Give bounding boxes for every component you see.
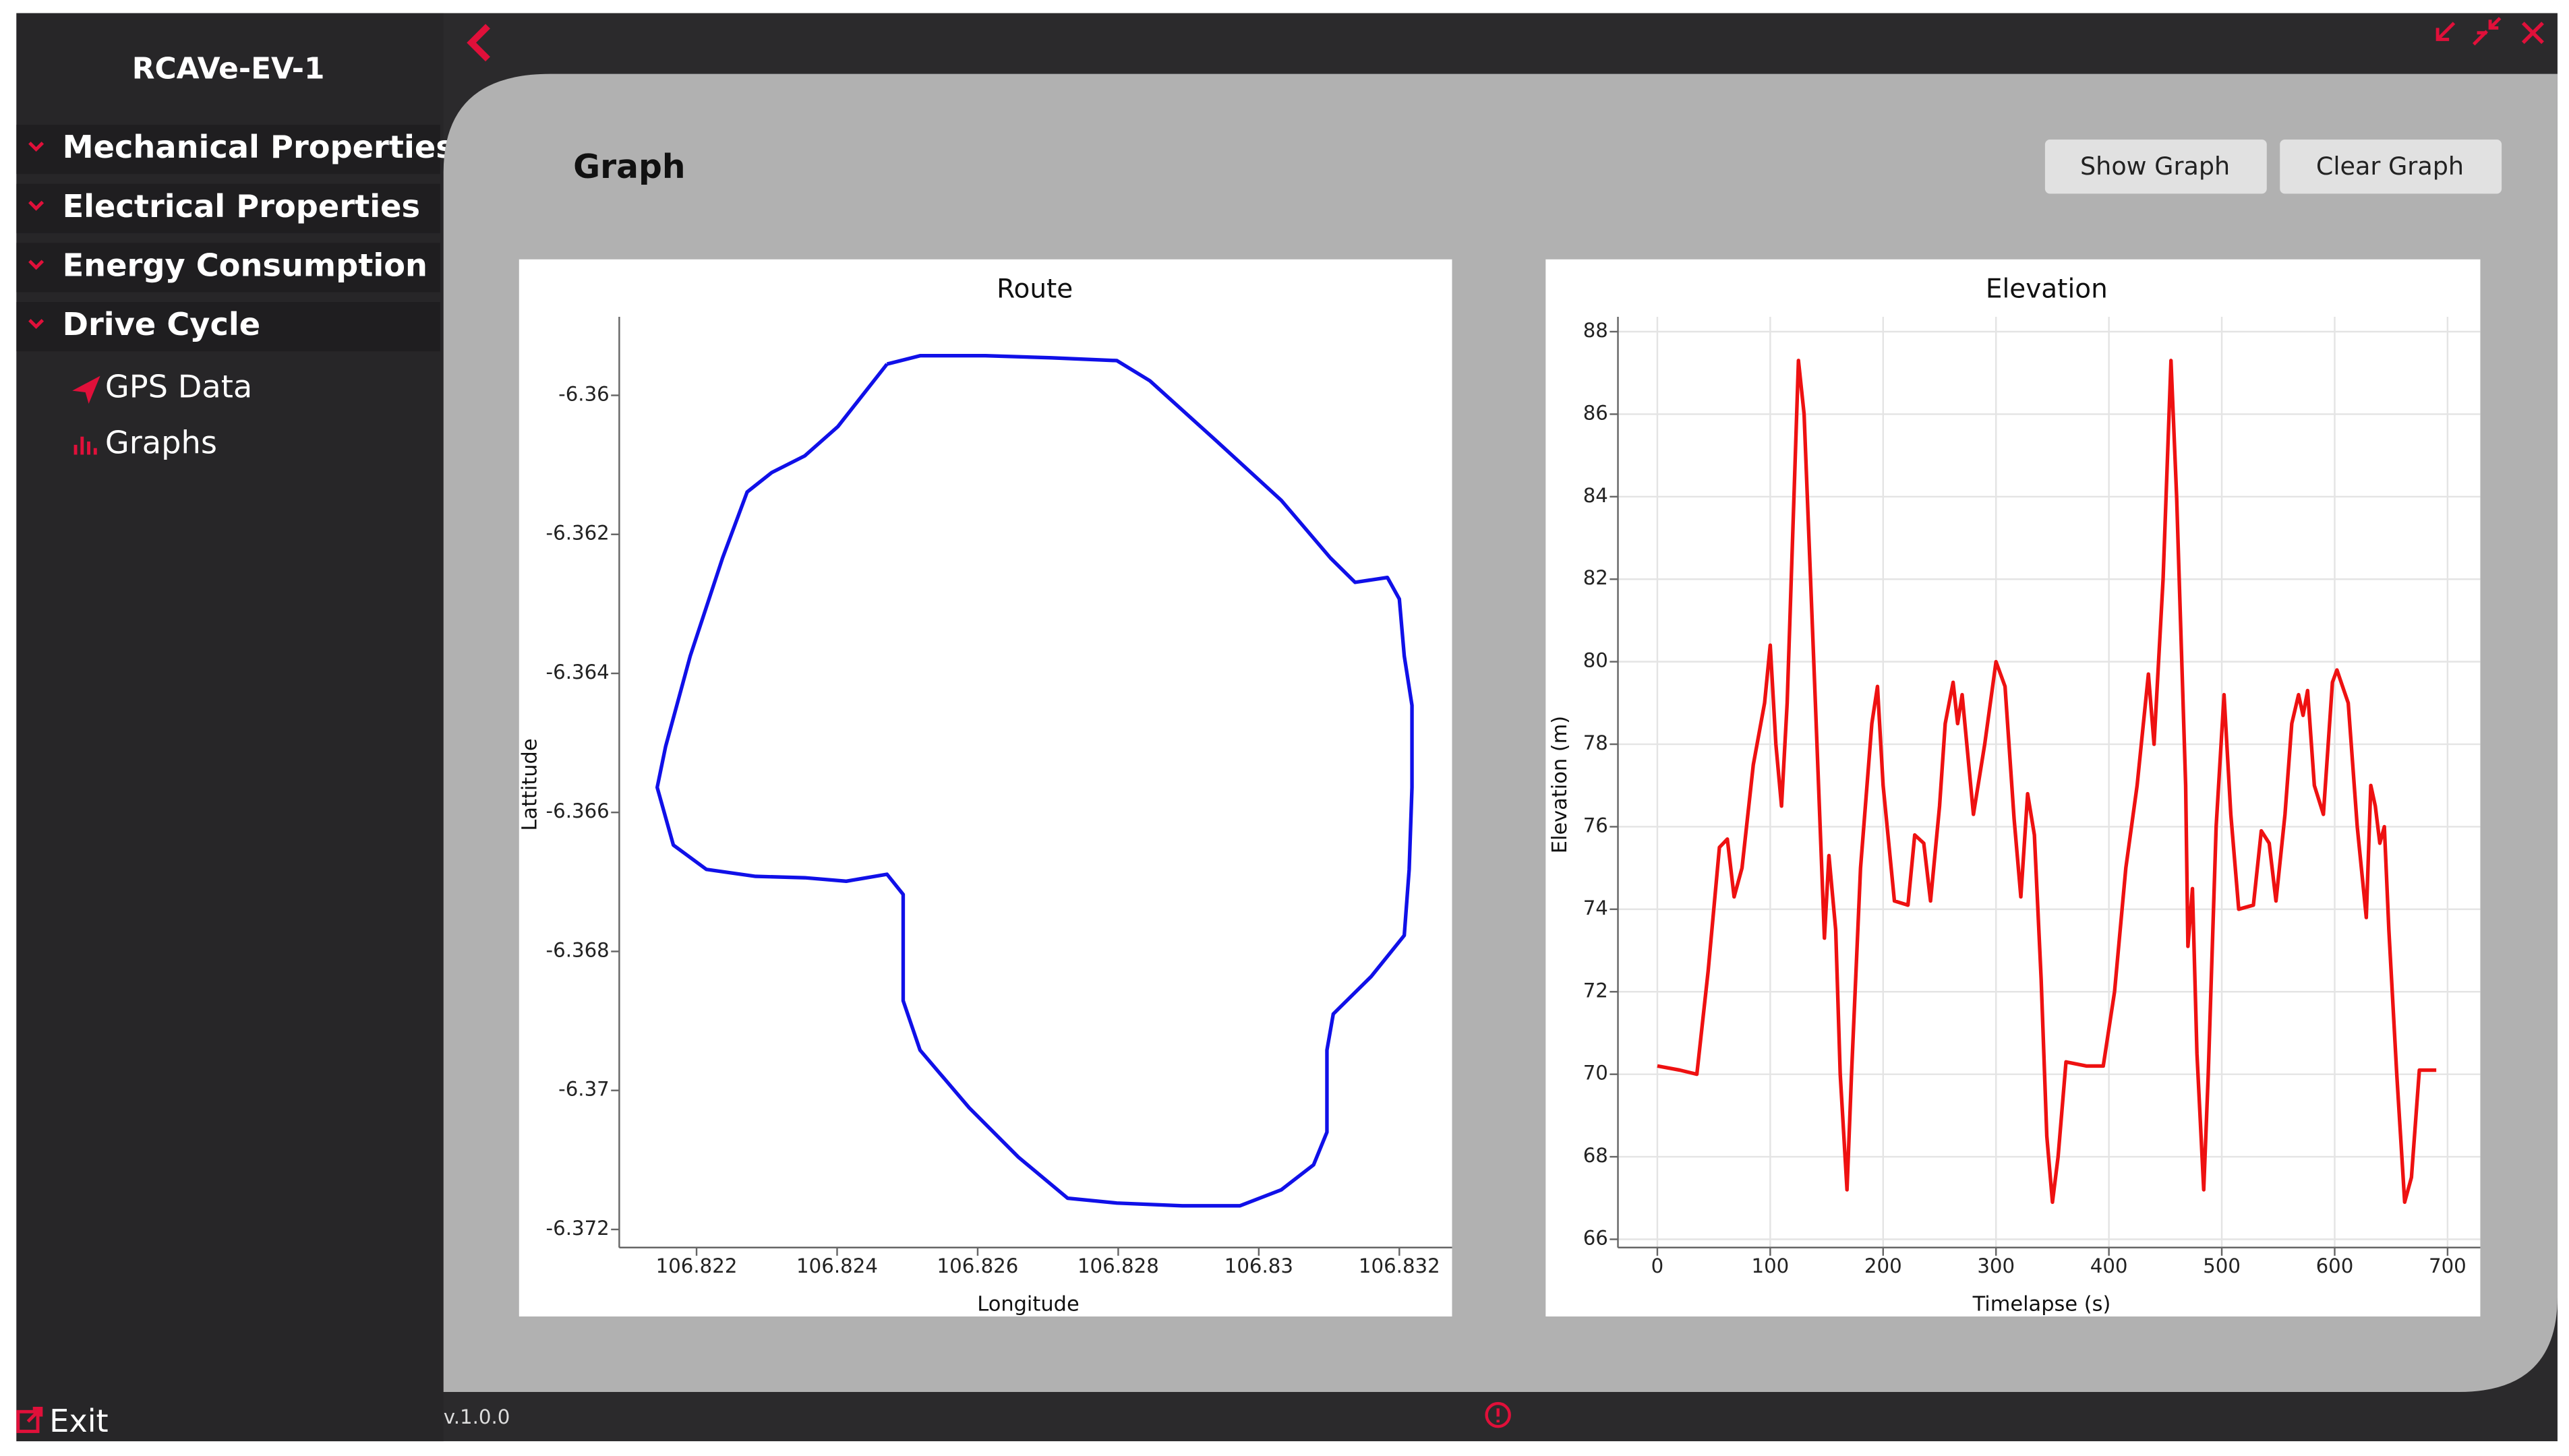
menu-item-bg bbox=[16, 125, 440, 175]
close-button[interactable] bbox=[2521, 22, 2544, 44]
chevron bbox=[28, 142, 45, 152]
x-tick-label: 300 bbox=[1977, 1254, 2015, 1277]
x-axis-label: Timelapse (s) bbox=[1972, 1292, 2111, 1316]
info-circle bbox=[1485, 1401, 1511, 1428]
menu-item[interactable]: Energy Consumption bbox=[16, 243, 440, 293]
y-tick-label: -6.36 bbox=[558, 383, 610, 406]
chevron bbox=[28, 200, 45, 211]
y-tick-label: 66 bbox=[1583, 1226, 1608, 1249]
submenu-label: Graphs bbox=[105, 424, 217, 460]
button-bg bbox=[2044, 139, 2267, 194]
x-axis-label: Longitude bbox=[977, 1292, 1079, 1316]
y-tick-label: -6.37 bbox=[558, 1078, 610, 1101]
y-tick-label: 80 bbox=[1583, 649, 1608, 672]
restore-button[interactable] bbox=[2472, 17, 2502, 46]
y-tick-label: -6.372 bbox=[546, 1217, 610, 1240]
menu-item-bg bbox=[16, 183, 440, 233]
y-tick-label: 78 bbox=[1583, 731, 1608, 754]
exit-arrow bbox=[26, 1406, 43, 1423]
y-tick-label: -6.364 bbox=[546, 661, 610, 684]
back-button[interactable] bbox=[467, 24, 490, 62]
show-graph-button[interactable]: Show Graph bbox=[2044, 139, 2267, 194]
y-tick-label: 88 bbox=[1583, 319, 1608, 342]
x-tick-label: 500 bbox=[2203, 1254, 2241, 1277]
menu-item-bg bbox=[16, 302, 440, 352]
y-tick-label: 74 bbox=[1583, 897, 1608, 919]
menu-item-bg bbox=[16, 243, 440, 293]
button-label: Show Graph bbox=[2080, 152, 2230, 181]
x-tick-label: 200 bbox=[1864, 1254, 1902, 1277]
x-tick-label: 100 bbox=[1751, 1254, 1789, 1277]
y-tick-label: 82 bbox=[1583, 566, 1608, 589]
x-tick-label: 106.83 bbox=[1224, 1254, 1293, 1277]
version: v.1.0.0 bbox=[444, 1405, 510, 1428]
x-tick-label: 106.832 bbox=[1359, 1254, 1440, 1277]
x-tick-label: 600 bbox=[2316, 1254, 2354, 1277]
chevron bbox=[28, 319, 45, 330]
y-tick-label: 86 bbox=[1583, 401, 1608, 424]
x-tick-label: 106.822 bbox=[656, 1254, 738, 1277]
x-tick-label: 106.824 bbox=[796, 1254, 878, 1277]
y-tick-label: -6.368 bbox=[546, 938, 610, 961]
y-axis-label: Lattitude bbox=[518, 738, 541, 830]
menu-item[interactable]: Mechanical Properties bbox=[16, 125, 454, 175]
menu-label: Electrical Properties bbox=[63, 188, 420, 224]
data-line bbox=[655, 354, 1414, 1208]
x-tick-label: 700 bbox=[2429, 1254, 2467, 1277]
x-tick-label: 400 bbox=[2090, 1254, 2128, 1277]
chevron bbox=[28, 260, 45, 270]
info-icon[interactable] bbox=[1485, 1401, 1511, 1428]
y-tick-label: 68 bbox=[1583, 1144, 1608, 1167]
y-axis-label: Elevation (m) bbox=[1548, 716, 1572, 853]
app-title: RCAVe-EV-1 bbox=[132, 52, 325, 86]
x-tick-label: 106.826 bbox=[937, 1254, 1019, 1277]
data-line bbox=[1657, 359, 2437, 1205]
button-bg bbox=[2280, 139, 2502, 194]
chart-title: Elevation bbox=[1986, 274, 2108, 305]
exit-icon bbox=[16, 1409, 40, 1433]
y-tick-label: 70 bbox=[1583, 1062, 1608, 1085]
y-tick-label: 84 bbox=[1583, 484, 1608, 507]
submenu-item[interactable]: Graphs bbox=[73, 424, 217, 460]
page-heading: Graph bbox=[573, 148, 685, 186]
chart-title: Route bbox=[997, 274, 1073, 305]
menu-label: Mechanical Properties bbox=[63, 129, 454, 165]
y-tick-label: 72 bbox=[1583, 979, 1608, 1002]
exit-button[interactable]: Exit bbox=[16, 1403, 109, 1439]
submenu-label: GPS Data bbox=[105, 369, 252, 405]
y-tick-label: -6.366 bbox=[546, 799, 610, 822]
button-label: Clear Graph bbox=[2316, 152, 2464, 181]
minimize-button[interactable] bbox=[2435, 22, 2456, 41]
graphs-icon bbox=[73, 436, 97, 455]
x-tick-label: 0 bbox=[1651, 1254, 1664, 1277]
x-tick-label: 106.828 bbox=[1077, 1254, 1159, 1277]
y-tick-label: -6.362 bbox=[546, 522, 610, 545]
clear-graph-button[interactable]: Clear Graph bbox=[2280, 139, 2502, 194]
charts: Route Longitude Lattitude 106.822 106.824 106… bbox=[518, 259, 2481, 1317]
gps-icon bbox=[72, 375, 100, 404]
menu-label: Energy Consumption bbox=[63, 247, 427, 283]
menu-label: Drive Cycle bbox=[63, 306, 261, 342]
y-tick-label: 76 bbox=[1583, 814, 1608, 837]
submenu-item[interactable]: GPS Data bbox=[72, 369, 252, 405]
menu-item[interactable]: Drive Cycle bbox=[16, 302, 440, 352]
menu-item[interactable]: Electrical Properties bbox=[16, 183, 440, 233]
chart-frame bbox=[519, 259, 1452, 1317]
exit-label: Exit bbox=[49, 1403, 109, 1439]
